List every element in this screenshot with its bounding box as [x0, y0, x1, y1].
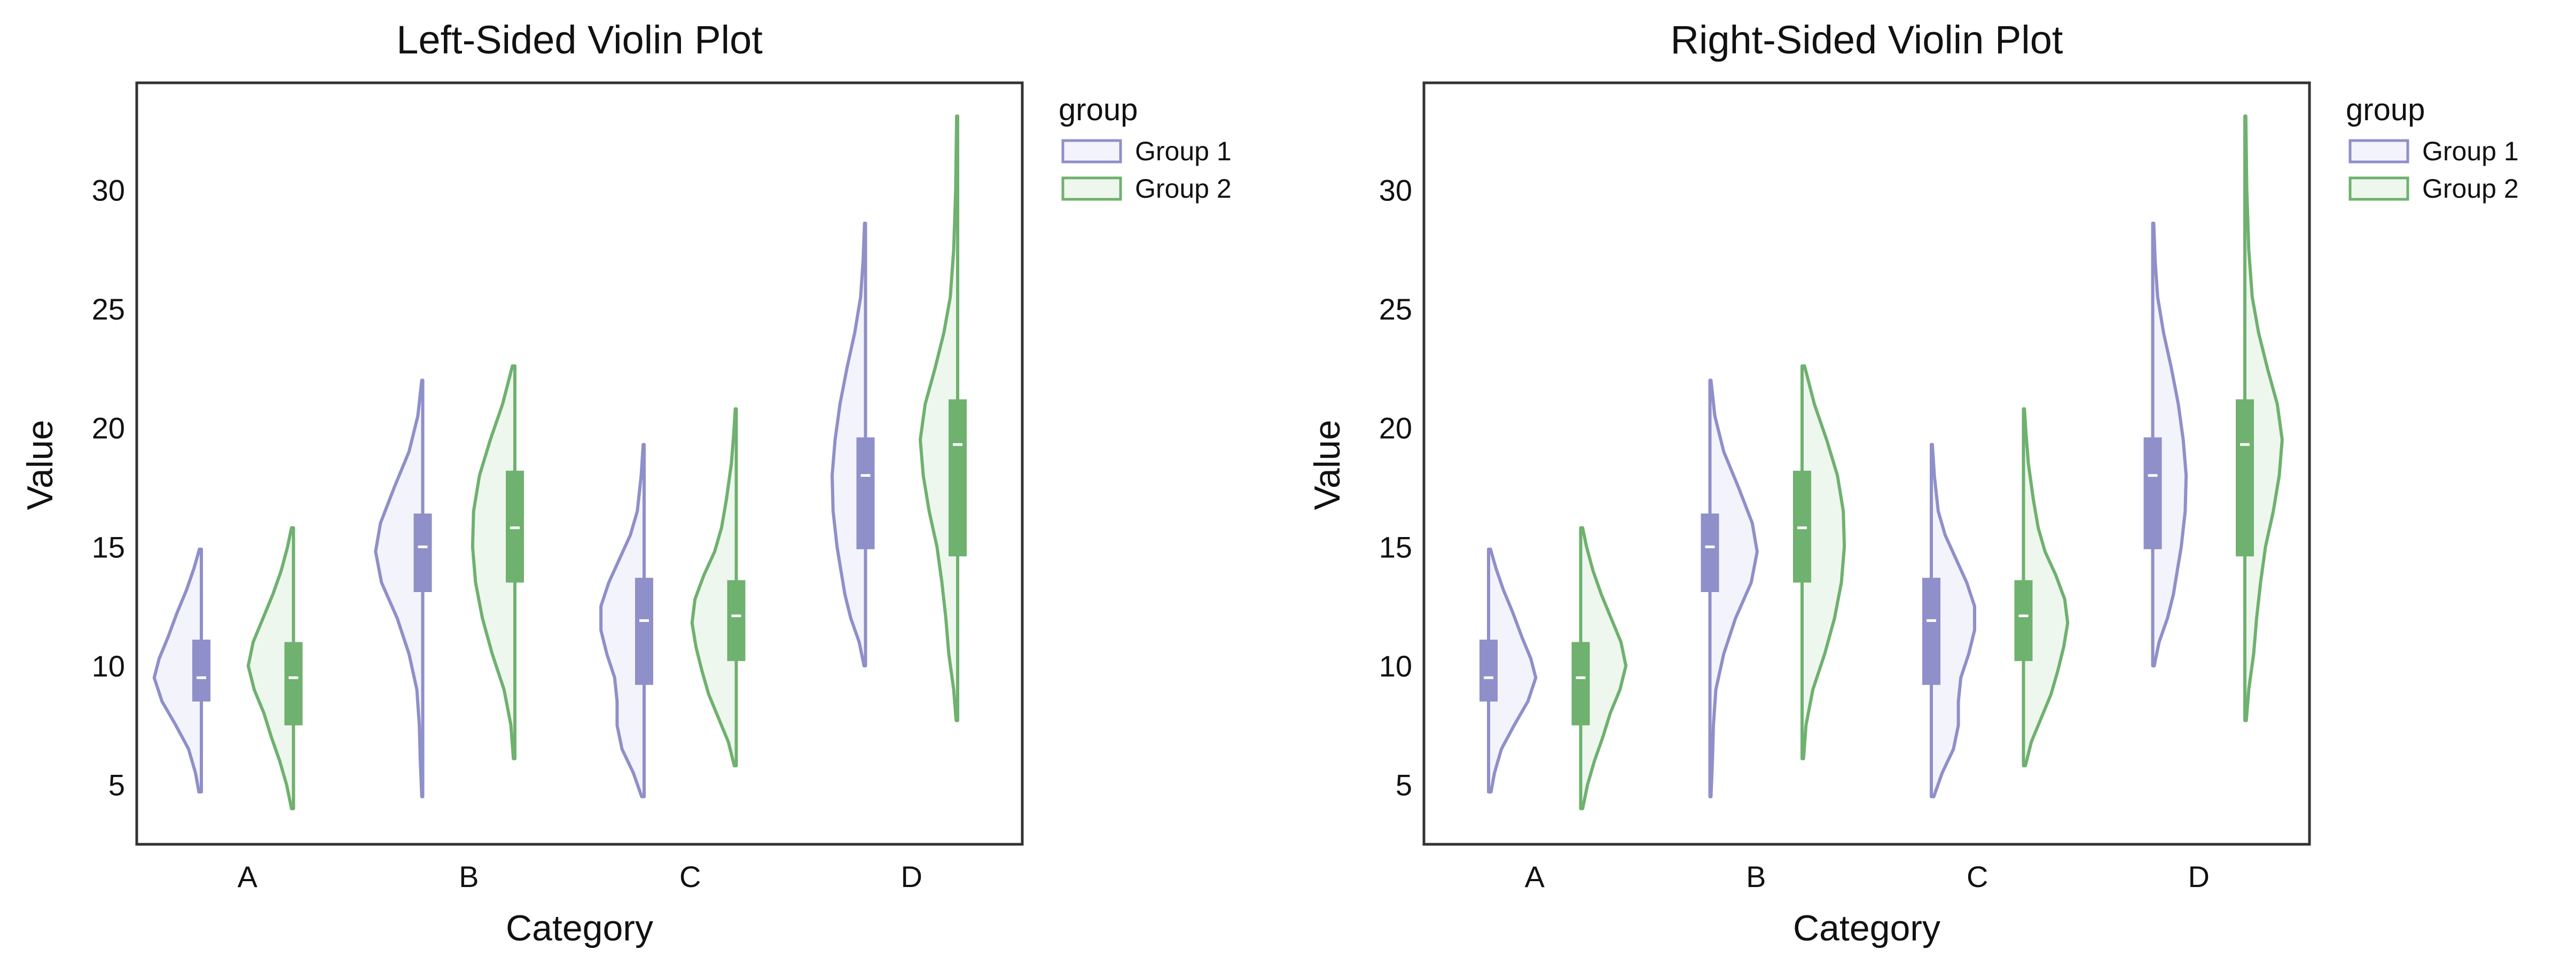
left-violin-panel: Left-Sided Violin Plot Category Value 5 1…	[20, 18, 1232, 948]
right-x-tick-label: B	[1746, 860, 1766, 893]
right-violin-marks	[1479, 114, 2284, 811]
right-box-B-group1	[1701, 514, 1719, 592]
left-box-C-group1	[635, 578, 653, 685]
left-y-tick-label: 10	[92, 649, 125, 683]
left-x-tick-label: B	[459, 860, 479, 893]
right-box-A-group1	[1479, 640, 1498, 702]
right-plot-frame	[1422, 81, 2311, 846]
right-violin-C-group2	[2022, 407, 2070, 767]
left-x-ticks: A B C D	[238, 860, 922, 893]
left-x-tick-label: D	[901, 860, 922, 893]
right-x-tick-label: D	[2188, 860, 2210, 893]
right-violin-panel: Right-Sided Violin Plot Category Value 5…	[1307, 18, 2519, 948]
right-y-tick-label: 20	[1379, 411, 1412, 445]
left-y-tick-label: 25	[92, 292, 125, 326]
right-y-tick-label: 30	[1379, 173, 1412, 207]
left-violin-marks	[152, 114, 967, 811]
left-y-ticks: 5 10 15 20 25 30	[92, 173, 125, 802]
right-y-ticks: 5 10 15 20 25 30	[1379, 173, 1412, 802]
left-x-tick-label: A	[238, 860, 258, 893]
right-box-C-group2	[2014, 580, 2033, 662]
right-legend: group Group 1 Group 2	[2346, 92, 2519, 204]
right-x-axis-label: Category	[1793, 908, 1940, 948]
right-violin-B-group2	[1800, 364, 1846, 760]
left-box-B-group1	[413, 514, 432, 592]
left-violin-A-group1	[152, 547, 203, 794]
right-violin-A-group2	[1579, 526, 1628, 811]
left-x-axis-label: Category	[506, 908, 653, 948]
left-violin-A-group2	[246, 526, 295, 811]
left-legend-label-group1: Group 1	[1135, 136, 1232, 166]
left-violin-B-group2	[471, 364, 516, 760]
right-y-axis-label: Value	[1307, 420, 1348, 510]
right-legend-label-group2: Group 2	[2422, 174, 2519, 204]
left-box-C-group2	[727, 580, 746, 662]
right-violin-D-group1	[2151, 221, 2188, 667]
left-y-tick-label: 30	[92, 173, 125, 207]
right-y-tick-label: 10	[1379, 649, 1412, 683]
left-box-A-group1	[192, 640, 210, 702]
left-violin-B-group1	[374, 378, 425, 798]
right-violin-B-group1	[1708, 378, 1759, 798]
left-plot-frame	[135, 81, 1024, 846]
left-box-D-group1	[856, 437, 875, 549]
right-x-tick-label: A	[1525, 860, 1545, 893]
left-x-tick-label: C	[679, 860, 701, 893]
right-x-ticks: A B C D	[1525, 860, 2210, 893]
right-legend-title: group	[2346, 92, 2425, 127]
left-violin-D-group1	[831, 221, 867, 667]
left-legend-title: group	[1059, 92, 1138, 127]
right-y-tick-label: 15	[1379, 530, 1412, 564]
right-box-C-group1	[1922, 578, 1940, 685]
right-violin-C-group1	[1930, 442, 1976, 798]
right-legend-swatch-group1	[2348, 139, 2409, 164]
right-chart-title: Right-Sided Violin Plot	[1671, 18, 2063, 62]
left-legend-swatch-group1	[1061, 139, 1122, 164]
right-x-tick-label: C	[1967, 860, 1988, 893]
right-box-A-group2	[1571, 642, 1590, 726]
left-box-A-group2	[284, 642, 303, 726]
right-legend-swatch-group2	[2348, 176, 2409, 201]
left-chart-title: Left-Sided Violin Plot	[396, 18, 763, 62]
right-box-D-group2	[2236, 399, 2254, 557]
left-legend-label-group2: Group 2	[1135, 174, 1232, 204]
left-violin-C-group2	[690, 407, 738, 767]
right-violin-A-group1	[1487, 547, 1538, 794]
right-violin-D-group2	[2243, 114, 2284, 722]
left-y-axis-label: Value	[20, 420, 60, 510]
left-legend-swatch-group2	[1061, 176, 1122, 201]
left-y-tick-label: 20	[92, 411, 125, 445]
left-y-tick-label: 5	[108, 768, 125, 802]
left-legend: group Group 1 Group 2	[1059, 92, 1232, 204]
right-y-tick-label: 5	[1396, 768, 1412, 802]
right-legend-label-group1: Group 1	[2422, 136, 2519, 166]
right-box-D-group1	[2143, 437, 2162, 549]
right-y-tick-label: 25	[1379, 292, 1412, 326]
left-violin-D-group2	[919, 114, 959, 722]
left-violin-C-group1	[599, 442, 646, 798]
left-y-tick-label: 15	[92, 530, 125, 564]
left-box-D-group2	[949, 399, 967, 557]
